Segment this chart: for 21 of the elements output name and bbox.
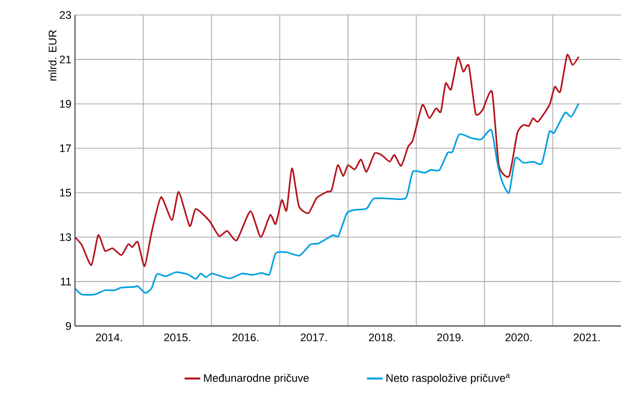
y-tick-label: 13: [60, 233, 71, 242]
legend-label: Neto raspoložive pričuve$^{a}$: [386, 374, 510, 384]
y-tick-label: 23: [60, 11, 71, 19]
x-tick-label: 2021.: [574, 334, 600, 342]
x-tick-label: 2019.: [437, 334, 464, 342]
x-tick-label: 2015.: [164, 334, 190, 342]
y-tick-label: 17: [60, 144, 71, 152]
y-tick-label: 15: [60, 188, 72, 197]
x-tick-label: 2017.: [300, 334, 327, 342]
y-tick-label: 9: [66, 322, 71, 330]
y-axis-title: mlrd. EUR: [48, 30, 56, 80]
legend-label: Međunarodne pričuve: [204, 374, 309, 384]
x-tick-label: 2016.: [232, 334, 258, 342]
line-series: [75, 54, 580, 268]
y-tick-label: 11: [60, 278, 71, 286]
y-tick-label: 21: [60, 56, 71, 64]
y-tick-label: 19: [60, 100, 71, 108]
x-tick-label: 2018.: [368, 334, 395, 342]
x-tick-label: 2014.: [96, 334, 122, 342]
line-series: [75, 102, 580, 296]
x-tick-label: 2020.: [505, 334, 532, 342]
